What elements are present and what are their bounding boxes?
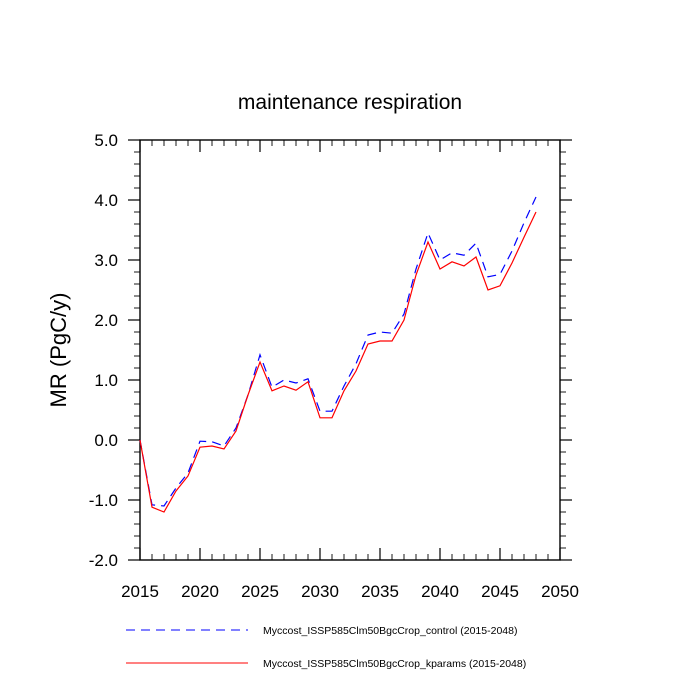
x-tick-label: 2040 [421,582,459,601]
y-tick-label: 2.0 [94,311,118,330]
series-line [139,211,537,513]
plot-frame [139,139,561,561]
y-tick-label: -1.0 [89,491,118,510]
x-tick-labels: 2015 2020 2025 2030 2035 2040 2045 2050 [121,582,579,601]
plot-area [128,139,572,561]
y-tick-label: 0.0 [94,431,118,450]
x-tick-label: 2020 [181,582,219,601]
x-tick-label: 2015 [121,582,159,601]
y-tick-label: 1.0 [94,371,118,390]
x-tick-label: 2030 [301,582,339,601]
y-tick-label: 3.0 [94,251,118,270]
x-tick-label: 2035 [361,582,399,601]
y-tick-labels: -2.0 -1.0 0.0 1.0 2.0 3.0 4.0 5.0 [89,131,118,570]
y-tick-label: -2.0 [89,551,118,570]
chart-title: maintenance respiration [238,91,462,114]
legend-label: Myccost_ISSP585Clm50BgcCrop_kparams (201… [263,658,526,670]
y-axis-label: MR (PgC/y) [46,293,71,408]
legend: Myccost_ISSP585Clm50BgcCrop_control (201… [126,625,526,670]
y-tick-label: 5.0 [94,131,118,150]
x-tick-label: 2045 [481,582,519,601]
x-tick-label: 2050 [541,582,579,601]
axis-ticks [128,139,572,561]
x-tick-label: 2025 [241,582,279,601]
series-lines [139,196,537,513]
legend-label: Myccost_ISSP585Clm50BgcCrop_control (201… [263,625,517,637]
y-tick-label: 4.0 [94,191,118,210]
series-line [139,196,537,507]
